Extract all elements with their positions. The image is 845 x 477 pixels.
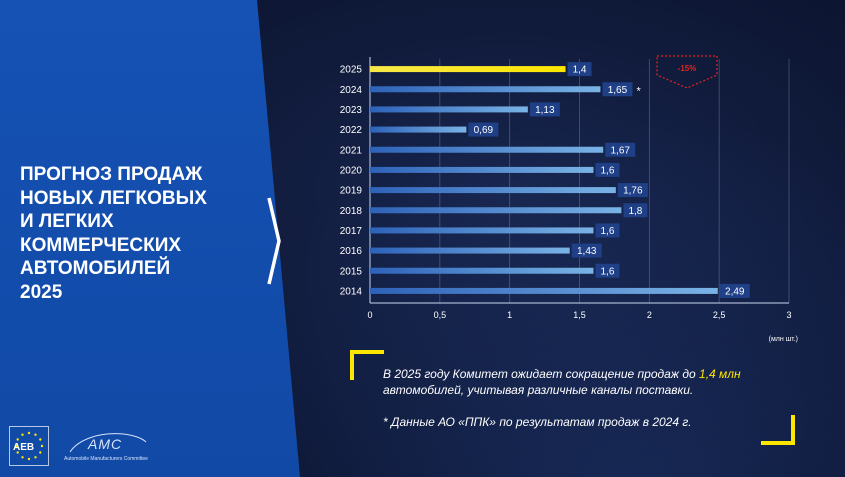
y-tick-label: 2017 — [340, 226, 363, 237]
y-tick-label: 2025 — [340, 65, 363, 76]
y-tick-label: 2019 — [340, 186, 363, 197]
note-text-1: В 2025 году Комитет ожидает сокращение п… — [383, 367, 700, 381]
note-box: В 2025 году Комитет ожидает сокращение п… — [350, 350, 795, 445]
data-label-bg — [595, 162, 620, 177]
data-label-bg — [719, 283, 750, 298]
change-badge: -15% — [656, 55, 718, 90]
note-line-1: В 2025 году Комитет ожидает сокращение п… — [383, 366, 741, 382]
data-label-bg — [468, 122, 499, 137]
data-label: 2,49 — [725, 286, 745, 297]
y-tick-label: 2018 — [340, 206, 363, 217]
data-label: 1,8 — [628, 206, 642, 217]
footnote-marker: * — [636, 85, 641, 97]
note-highlight: 1,4 млн — [699, 367, 741, 381]
aeb-logo: AEB — [9, 426, 49, 466]
bracket-top-left — [350, 350, 384, 380]
page-title: ПРОГНОЗ ПРОДАЖ НОВЫХ ЛЕГКОВЫХ И ЛЕГКИХ К… — [20, 164, 207, 303]
y-tick-label: 2021 — [340, 145, 363, 156]
data-label: 1,6 — [601, 226, 615, 237]
data-label: 1,67 — [611, 145, 631, 156]
bar — [370, 267, 594, 274]
data-label-bg — [617, 183, 648, 198]
data-label: 1,4 — [573, 65, 587, 76]
change-badge-text: -15% — [677, 64, 697, 73]
aeb-logo-text: AEB — [13, 442, 35, 453]
bar — [370, 227, 594, 234]
chevron-right-icon — [267, 197, 281, 285]
data-label-bg — [623, 203, 648, 218]
y-tick-label: 2014 — [340, 286, 363, 297]
data-label: 0,69 — [474, 125, 494, 136]
y-tick-label: 2020 — [340, 165, 363, 176]
x-tick-label: 3 — [786, 310, 791, 320]
note-line-2: автомобилей, учитывая различные каналы п… — [383, 383, 694, 397]
x-tick-label: 0 — [367, 310, 372, 320]
data-label: 1,76 — [623, 186, 643, 197]
y-tick-label: 2023 — [340, 105, 363, 116]
bracket-bottom-right — [761, 415, 795, 445]
x-tick-label: 1,5 — [573, 310, 586, 320]
badge-shape — [656, 55, 718, 89]
data-label-bg — [571, 243, 602, 258]
bar — [370, 187, 616, 194]
amc-car-icon — [69, 433, 147, 453]
amc-logo-text: AMC — [88, 436, 123, 452]
y-tick-label: 2024 — [340, 85, 363, 96]
data-label: 1,43 — [577, 246, 597, 257]
bar — [370, 166, 594, 173]
x-tick-label: 2 — [647, 310, 652, 320]
bar — [370, 106, 528, 113]
data-label-bg — [602, 82, 633, 97]
bar — [370, 247, 570, 254]
x-tick-label: 2,5 — [713, 310, 726, 320]
y-tick-label: 2016 — [340, 246, 363, 257]
bar — [370, 86, 601, 93]
bar — [370, 126, 467, 133]
bar — [370, 287, 718, 294]
data-label-bg — [605, 142, 636, 157]
unit-label: (млн шт.) — [769, 336, 798, 343]
data-label: 1,13 — [535, 105, 555, 116]
bar — [370, 66, 566, 73]
aeb-stars-icon — [14, 431, 44, 461]
data-label-bg — [595, 263, 620, 278]
x-tick-label: 1 — [507, 310, 512, 320]
left-panel — [0, 0, 300, 477]
y-tick-label: 2022 — [340, 125, 363, 136]
bar — [370, 146, 604, 153]
note-footnote: * Данные АО «ППК» по результатам продаж … — [383, 415, 692, 429]
data-label-bg — [529, 102, 560, 117]
data-label: 1,6 — [601, 165, 615, 176]
bar — [370, 207, 622, 214]
data-label-bg — [595, 223, 620, 238]
data-label: 1,65 — [608, 85, 628, 96]
data-label-bg — [567, 62, 592, 77]
y-tick-label: 2015 — [340, 266, 363, 277]
amc-logo-subtitle: Automobile Manufacturers Committee — [64, 456, 148, 462]
data-label: 1,6 — [601, 266, 615, 277]
x-tick-label: 0,5 — [434, 310, 447, 320]
